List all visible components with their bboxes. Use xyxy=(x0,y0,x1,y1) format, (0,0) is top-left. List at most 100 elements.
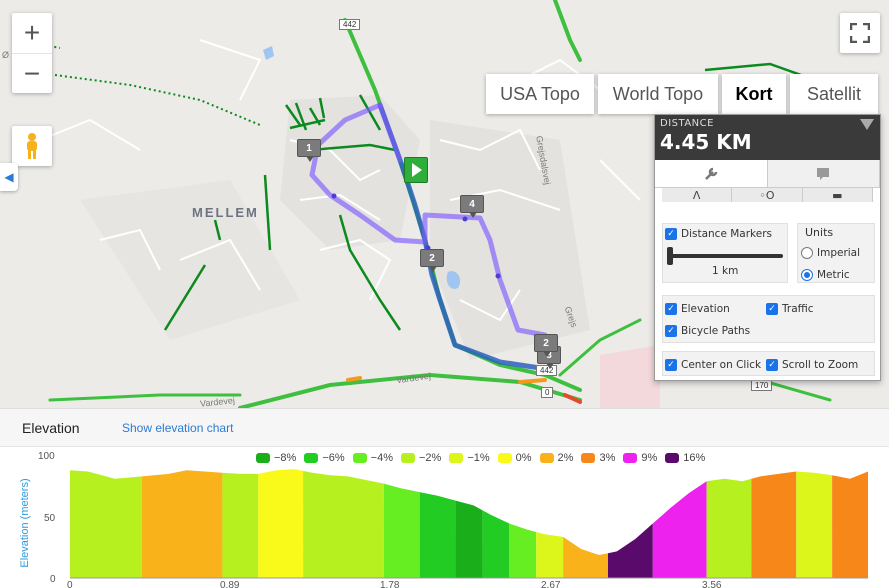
distance-label: DISTANCE xyxy=(660,118,714,129)
legend-label: 9% xyxy=(641,452,658,464)
x-tick-label: 0.89 xyxy=(220,580,240,588)
elevation-option[interactable]: ✓ Elevation xyxy=(665,303,730,315)
radio-on-icon[interactable] xyxy=(801,269,813,281)
distance-header: DISTANCE 4.45 KM xyxy=(655,115,880,160)
distance-markers-option[interactable]: ✓ Distance Markers xyxy=(665,228,772,240)
legend-swatch xyxy=(304,453,319,463)
legend-swatch xyxy=(352,453,367,463)
map-base xyxy=(19,0,861,408)
lake xyxy=(263,46,274,60)
side-panel-toggle[interactable]: ◀ xyxy=(0,163,18,191)
route-marker[interactable]: 2 xyxy=(534,334,558,357)
legend-swatch xyxy=(449,453,464,463)
elevation-segment xyxy=(419,492,456,578)
road-shield: 170 xyxy=(751,380,773,391)
slider-handle[interactable] xyxy=(667,247,673,265)
elevation-segment xyxy=(258,469,304,578)
y-axis-label: Elevation (meters) xyxy=(19,478,31,568)
traffic-option[interactable]: ✓ Traffic xyxy=(766,303,814,315)
legend-item: 2% xyxy=(539,452,573,464)
distance-marker-slider[interactable] xyxy=(671,254,783,258)
elevation-segment xyxy=(222,472,259,578)
center-on-click-option[interactable]: ✓ Center on Click xyxy=(665,359,761,371)
legend-item: 9% xyxy=(623,452,657,464)
legend-swatch xyxy=(665,453,680,463)
imperial-option[interactable]: Imperial xyxy=(801,247,860,259)
map-type-kort[interactable]: Kort xyxy=(722,74,786,114)
checkbox-checked-icon[interactable]: ✓ xyxy=(766,359,778,371)
grade-legend: −8% −6% −4% −2% −1% 0% 2% 3% 9% 16% xyxy=(256,452,713,464)
elevation-section: Elevation Show elevation chart −8% −6% −4%… xyxy=(0,408,889,588)
legend-swatch xyxy=(623,453,638,463)
zoom-out-button[interactable]: − xyxy=(12,53,52,93)
metric-option[interactable]: Metric xyxy=(801,269,850,281)
slider-value: 1 km xyxy=(712,265,739,277)
elevation-segment xyxy=(706,478,752,578)
x-tick-label: 0 xyxy=(67,580,73,588)
hospital-area xyxy=(600,345,660,408)
bike-mode-icon[interactable]: ◦Ο xyxy=(732,188,803,202)
checkbox-checked-icon[interactable]: ✓ xyxy=(766,303,778,315)
distance-dots xyxy=(331,193,501,279)
car-mode-icon[interactable]: ▬ xyxy=(803,188,873,202)
distance-panel: DISTANCE 4.45 KM Λ ◦Ο ▬ ✓ Distance Marke… xyxy=(654,114,881,381)
legend-label: −6% xyxy=(322,452,345,464)
legend-item: −4% xyxy=(352,452,393,464)
road-shield: 0 xyxy=(541,387,554,398)
map-type-selector: USA Topo World Topo Kort Satellit xyxy=(486,74,882,114)
zoom-in-button[interactable]: + xyxy=(12,13,52,53)
legend-label: −4% xyxy=(370,452,393,464)
elevation-chart xyxy=(70,469,868,579)
elevation-segment xyxy=(563,536,608,578)
start-marker[interactable] xyxy=(404,157,428,183)
route-marker[interactable]: 2 xyxy=(420,249,444,272)
x-tick-label: 3.56 xyxy=(702,580,722,588)
pegman-icon xyxy=(27,133,37,159)
fullscreen-button[interactable] xyxy=(840,13,880,53)
legend-item: −6% xyxy=(304,452,345,464)
elevation-segment xyxy=(607,523,653,578)
legend-swatch xyxy=(256,453,270,463)
x-tick-label: 1.78 xyxy=(380,580,400,588)
road-shield: 442 xyxy=(339,19,361,30)
map-type-usa-topo[interactable]: USA Topo xyxy=(486,74,594,114)
units-title: Units xyxy=(805,226,834,239)
scroll-to-zoom-option[interactable]: ✓ Scroll to Zoom xyxy=(766,359,858,371)
checkbox-checked-icon[interactable]: ✓ xyxy=(665,359,677,371)
legend-label: 16% xyxy=(683,452,706,464)
legend-swatch xyxy=(497,453,512,463)
road-label: Ø xyxy=(2,50,10,60)
show-elevation-chart-link[interactable]: Show elevation chart xyxy=(122,420,234,435)
y-tick-label: 100 xyxy=(38,451,55,462)
built-area xyxy=(80,180,300,340)
tab-comments[interactable] xyxy=(767,160,880,187)
collapse-icon[interactable] xyxy=(860,119,874,130)
legend-swatch xyxy=(581,453,596,463)
bicycle-paths-option[interactable]: ✓ Bicycle Paths xyxy=(665,325,750,337)
route-marker[interactable]: 4 xyxy=(460,195,484,218)
elevation-header: Elevation Show elevation chart xyxy=(0,409,889,447)
legend-item: 3% xyxy=(581,452,615,464)
legend-label: 0% xyxy=(515,452,532,464)
map-type-satellit[interactable]: Satellit xyxy=(790,74,878,114)
elevation-title: Elevation xyxy=(22,419,80,436)
legend-item: 0% xyxy=(497,452,532,464)
elevation-segment xyxy=(141,470,223,578)
elevation-segment xyxy=(509,523,537,578)
walk-mode-icon[interactable]: Λ xyxy=(662,188,733,202)
elevation-segment xyxy=(536,532,564,578)
map-type-world-topo[interactable]: World Topo xyxy=(598,74,718,114)
tab-settings[interactable] xyxy=(655,160,768,187)
route-marker[interactable]: 1 xyxy=(297,139,321,162)
distance-markers-box xyxy=(662,223,788,283)
built-area xyxy=(280,95,420,250)
checkbox-checked-icon[interactable]: ✓ xyxy=(665,228,677,240)
street-view-button[interactable] xyxy=(12,126,52,166)
radio-off-icon[interactable] xyxy=(801,247,813,259)
elevation-segment xyxy=(482,510,510,578)
distance-value: 4.45 KM xyxy=(660,130,752,154)
dotted-trail xyxy=(19,39,261,126)
checkbox-checked-icon[interactable]: ✓ xyxy=(665,303,677,315)
checkbox-checked-icon[interactable]: ✓ xyxy=(665,325,677,337)
elevation-segment xyxy=(796,471,833,578)
